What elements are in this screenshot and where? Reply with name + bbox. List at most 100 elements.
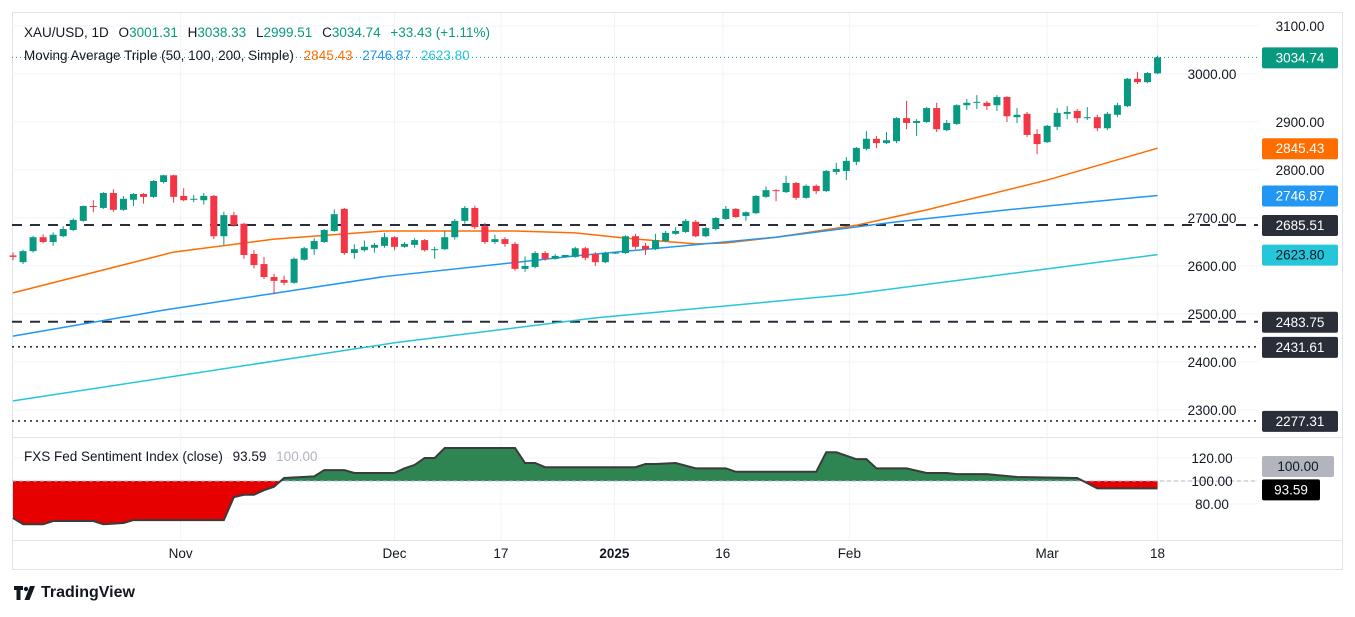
candle [1144, 72, 1152, 84]
candle [672, 227, 680, 235]
time-tick-label: 18 [1150, 546, 1165, 561]
candle [461, 206, 469, 224]
candle-body [471, 207, 479, 228]
indicator-level-label-bg [1262, 456, 1334, 477]
ma50-line [12, 147, 1158, 294]
candle [762, 186, 770, 198]
candle [290, 257, 298, 284]
indicator-title[interactable]: FXS Fed Sentiment Index (close) [24, 449, 223, 464]
ma100-label-text: 2746.87 [1276, 189, 1325, 204]
candle-body [1003, 97, 1011, 117]
candle-body [712, 218, 720, 230]
candle-body [340, 208, 348, 254]
candle-body [822, 170, 830, 192]
candle-body [1023, 113, 1031, 135]
candle-body [310, 241, 318, 250]
indicator-area-below [13, 481, 1158, 525]
candle [802, 184, 810, 199]
last-price-label: 3034.74 [1262, 47, 1338, 69]
symbol-name[interactable]: XAU/USD, 1D [24, 25, 109, 40]
candle-body [1103, 113, 1111, 129]
candle-body [923, 108, 931, 122]
open-value: 3001.31 [129, 25, 178, 40]
candle [642, 242, 650, 255]
candle [320, 229, 328, 243]
candle-body [210, 195, 218, 237]
indicator-line [12, 446, 1158, 526]
candle-body [722, 208, 730, 219]
candle [441, 230, 449, 251]
candle-body [401, 243, 409, 247]
candle-body [531, 253, 539, 267]
ma50-label-text: 2845.43 [1276, 141, 1325, 156]
candle-body [200, 195, 208, 201]
candle [702, 227, 710, 238]
level-label-bg [1262, 311, 1338, 333]
low-value: 2999.51 [263, 25, 313, 40]
time-tick-label: 2025 [599, 546, 630, 561]
candle-body [903, 118, 911, 123]
time-tick-label: Nov [169, 546, 193, 561]
candle-body [461, 207, 469, 221]
candle-body [652, 240, 660, 250]
indicator-value-label: 93.59 [1262, 479, 1320, 501]
ma-title[interactable]: Moving Average Triple (50, 100, 200, Sim… [24, 48, 294, 63]
candle-body [913, 121, 921, 123]
candle-body [973, 101, 981, 103]
low-label: L [255, 25, 264, 40]
ma200-label: 2623.80 [1262, 244, 1338, 266]
candle [893, 117, 901, 144]
candle [300, 246, 308, 261]
candle [581, 246, 589, 261]
indicator-level: 100.00 [276, 449, 318, 464]
candle-body [160, 175, 168, 182]
candle [180, 188, 188, 202]
high-value: 3038.33 [197, 25, 247, 40]
candle [220, 211, 228, 246]
candle [1043, 124, 1051, 144]
time-tick-label: Feb [838, 546, 861, 561]
candle [882, 132, 890, 145]
candle [501, 237, 509, 247]
candle [431, 246, 439, 259]
candle-body [119, 198, 127, 210]
price-tick-label: 2600.00 [1188, 259, 1237, 274]
candle-body [380, 237, 388, 246]
change-value: +33.43 (+1.11%) [390, 25, 490, 40]
candle [521, 256, 529, 272]
level-label-bg [1262, 214, 1338, 236]
candle-body [682, 220, 690, 232]
time-tick-label: 17 [493, 546, 508, 561]
time-tick-label: 16 [715, 546, 730, 561]
tradingview-logo[interactable]: TradingView [14, 584, 135, 602]
candle [752, 194, 760, 215]
candle-body [882, 140, 890, 144]
ma100-value: 2746.87 [362, 48, 412, 63]
candle [852, 146, 860, 166]
candle [923, 107, 931, 123]
indicator-tick-label: 100.00 [1191, 474, 1232, 489]
candle [1033, 129, 1041, 155]
candle [1103, 111, 1111, 131]
candle [591, 252, 599, 266]
candle [89, 200, 97, 213]
candle [601, 251, 609, 264]
candle [350, 244, 358, 259]
candle-body [953, 105, 961, 124]
level-label-text: 2277.31 [1276, 414, 1325, 429]
candle-body [1013, 114, 1021, 118]
ma200-label-text: 2623.80 [1276, 248, 1325, 263]
candle [722, 206, 730, 220]
candle [953, 104, 961, 125]
candle [491, 234, 499, 244]
level-label: 2685.51 [1262, 214, 1338, 236]
candle-body [551, 255, 559, 259]
candle [370, 242, 378, 253]
level-label-bg [1262, 336, 1338, 358]
candle [109, 189, 117, 212]
time-tick-label: Dec [383, 546, 407, 561]
level-label-text: 2685.51 [1276, 218, 1325, 233]
candle [150, 180, 158, 198]
indicator-tick-label: 120.00 [1191, 451, 1232, 466]
